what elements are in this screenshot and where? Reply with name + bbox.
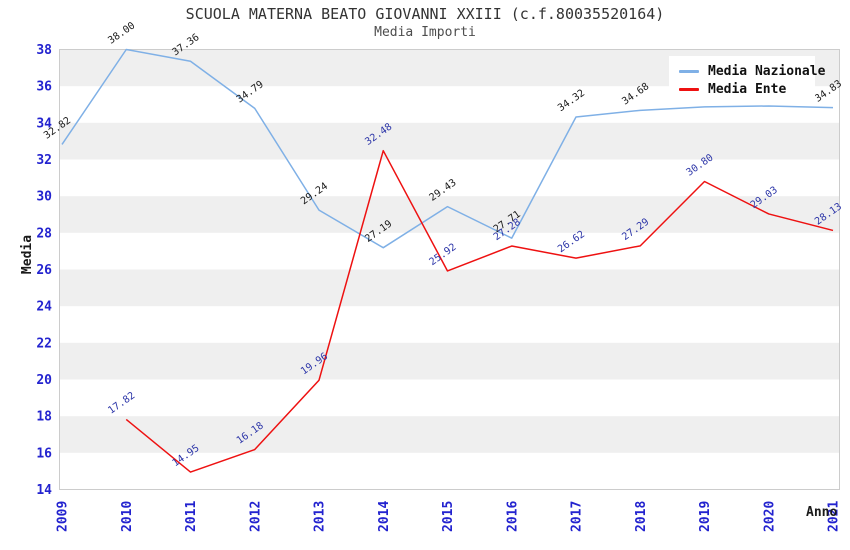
y-tick-label: 14 — [36, 483, 52, 498]
plot-band — [60, 342, 839, 380]
y-tick-label: 38 — [36, 43, 52, 58]
x-tick-label: 2013 — [313, 501, 328, 532]
legend: Media Nazionale Media Ente — [669, 56, 825, 104]
y-tick-label: 36 — [36, 80, 52, 95]
y-tick-label: 26 — [36, 263, 52, 278]
chart-line-media-ente — [125, 149, 834, 473]
chart-subtitle: Media Importi — [374, 25, 476, 40]
plot-band — [60, 416, 839, 453]
legend-item-media-ente: Media Ente — [679, 80, 805, 98]
x-tick-label: 2009 — [56, 501, 71, 532]
data-point-label: 17.82 — [106, 390, 137, 416]
x-tick-label: 2020 — [762, 501, 777, 532]
data-point-label: 26.62 — [556, 229, 587, 255]
y-tick-label: 30 — [36, 190, 52, 205]
x-tick-label: 2017 — [570, 501, 585, 532]
x-tick-label: 2018 — [634, 501, 649, 532]
plot-border — [59, 49, 840, 490]
x-tick-label: 2010 — [120, 501, 135, 532]
x-tick-label: 2012 — [248, 501, 263, 532]
plot-band — [60, 196, 839, 233]
x-tick-label: 2019 — [698, 501, 713, 532]
x-tick-label: 2014 — [377, 501, 392, 532]
chart-title: SCUOLA MATERNA BEATO GIOVANNI XXIII (c.f… — [185, 5, 665, 23]
y-tick-label: 32 — [36, 153, 52, 168]
y-tick-label: 16 — [36, 446, 52, 461]
y-axis-title: Media — [20, 234, 36, 275]
legend-label-media-nazionale: Media Nazionale — [708, 63, 826, 79]
x-tick-label: 2016 — [505, 501, 520, 532]
x-axis-title: Anno — [806, 505, 838, 520]
x-tick-label: 2011 — [184, 501, 199, 532]
y-tick-label: 18 — [36, 410, 52, 425]
y-tick-label: 24 — [36, 300, 52, 315]
legend-label-media-ente: Media Ente — [708, 81, 787, 97]
legend-item-media-nazionale: Media Nazionale — [679, 62, 825, 80]
plot-band — [60, 122, 839, 160]
plot-band — [60, 269, 839, 307]
y-tick-label: 28 — [36, 226, 52, 241]
data-point-label: 34.32 — [556, 88, 587, 114]
chart-line-media-nazionale — [61, 48, 834, 249]
legend-line-swatch-icon — [679, 69, 699, 73]
x-tick-label: 2021 — [827, 501, 842, 532]
x-tick-label: 2015 — [441, 501, 456, 532]
legend-line-swatch-icon — [679, 87, 699, 91]
y-tick-label: 20 — [36, 373, 52, 388]
y-tick-label: 34 — [36, 116, 52, 131]
y-tick-label: 22 — [36, 336, 52, 351]
